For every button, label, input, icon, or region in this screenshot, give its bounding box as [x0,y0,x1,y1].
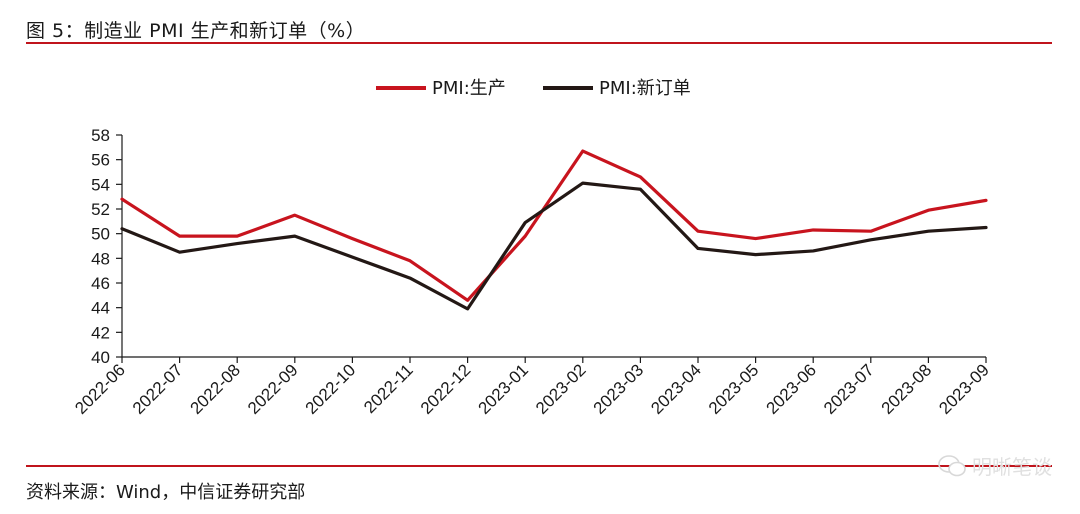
x-tick-label: 2022-08 [186,360,244,418]
x-tick-label: 2022-06 [71,360,129,418]
x-tick-label: 2023-05 [705,360,763,418]
x-tick-label: 2023-04 [647,360,705,418]
x-tick-label: 2022-12 [417,360,475,418]
source-divider [26,465,1052,467]
x-tick-label: 2023-08 [878,360,936,418]
series-line-new-orders [120,181,988,311]
x-tick-label: 2023-03 [590,360,648,418]
source-note: 资料来源：Wind，中信证券研究部 [26,482,306,503]
y-tick-label: 52 [91,200,110,219]
y-tick-label: 44 [91,299,110,318]
chart-legend: PMI:生产 PMI:新订单 [376,78,691,99]
series-layer [120,149,988,311]
x-tick-label: 2023-01 [474,360,532,418]
legend-item-production: PMI:生产 [376,78,506,99]
legend-label: PMI:生产 [432,78,506,99]
figure-title: 图 5：制造业 PMI 生产和新订单（%） [26,20,366,42]
legend-label: PMI:新订单 [599,78,691,99]
title-divider [26,42,1052,44]
y-tick-label: 42 [91,323,110,342]
x-tick-label: 2022-10 [302,360,360,418]
x-tick-label: 2023-02 [532,360,590,418]
x-tick-label: 2022-09 [244,360,302,418]
y-tick-label: 54 [91,175,110,194]
y-tick-label: 40 [91,348,110,367]
y-tick-label: 58 [91,126,110,145]
y-tick-label: 48 [91,249,110,268]
watermark: 明晰笔谈 [938,451,1052,480]
x-tick-label: 2023-07 [820,360,878,418]
y-tick-label: 56 [91,151,110,170]
y-tick-label: 46 [91,274,110,293]
y-tick-label: 50 [91,225,110,244]
wechat-icon [938,454,966,476]
x-tick-label: 2023-09 [935,360,993,418]
x-tick-label: 2022-07 [129,360,187,418]
x-tick-label: 2023-06 [762,360,820,418]
watermark-text: 明晰笔谈 [972,455,1052,479]
x-tick-label: 2022-11 [360,360,417,417]
legend-item-new-orders: PMI:新订单 [543,78,691,99]
series-line-production [120,149,988,302]
